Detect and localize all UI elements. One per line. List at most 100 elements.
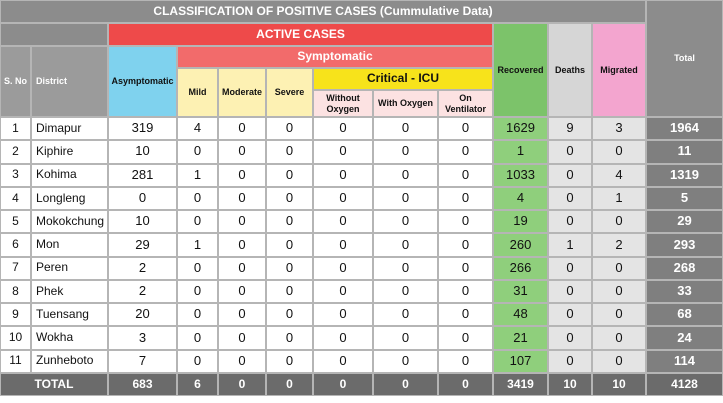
count: 0 [313,186,373,211]
count: 0 [548,303,592,327]
count: 31 [493,279,548,304]
count: 2 [108,279,177,304]
count: 1 [177,233,218,257]
count: 0 [373,163,438,187]
count: 1964 [646,117,723,141]
count: 0 [592,210,646,234]
district: Kohima [31,163,108,187]
count: 0 [313,256,373,280]
active-cases-header: ACTIVE CASES [108,23,493,46]
district: Dimapur [31,117,108,141]
count: 319 [108,117,177,141]
count: 114 [646,349,723,373]
count: 0 [313,210,373,234]
count: 10 [108,210,177,234]
count: 0 [313,233,373,257]
count: 1629 [493,117,548,141]
total-header: Total [646,0,723,117]
count: 0 [438,256,493,280]
count: 0 [313,303,373,327]
count: 1033 [493,163,548,187]
count: 0 [313,279,373,304]
count: 0 [373,349,438,373]
count: 48 [493,303,548,327]
count: 0 [438,233,493,257]
count: 0 [592,326,646,350]
count: 0 [177,349,218,373]
total-count: 4128 [646,373,723,396]
count: 0 [592,140,646,164]
count: 0 [438,303,493,327]
count: 68 [646,303,723,327]
count: 0 [592,303,646,327]
district: Kiphire [31,140,108,164]
district: Phek [31,279,108,304]
count: 0 [548,349,592,373]
s-no: 9 [0,303,31,327]
count: 0 [266,140,313,164]
s-no: 7 [0,256,31,280]
count: 4 [493,186,548,211]
count: 0 [218,210,266,234]
count: 293 [646,233,723,257]
moderate-header: Moderate [218,68,266,117]
count: 0 [373,326,438,350]
count: 0 [218,117,266,141]
total-count: 0 [373,373,438,396]
count: 0 [177,279,218,304]
count: 24 [646,326,723,350]
count: 33 [646,279,723,304]
symptomatic-header: Symptomatic [177,46,493,68]
total-count: 10 [548,373,592,396]
s-no: 8 [0,279,31,304]
count: 0 [438,326,493,350]
count: 266 [493,256,548,280]
count: 0 [548,256,592,280]
count: 1319 [646,163,723,187]
count: 0 [177,256,218,280]
count: 4 [592,163,646,187]
count: 3 [108,326,177,350]
count: 0 [266,210,313,234]
count: 0 [438,349,493,373]
count: 1 [177,163,218,187]
count: 0 [592,349,646,373]
total-count: 0 [266,373,313,396]
count: 3 [592,117,646,141]
s-no: 10 [0,326,31,350]
s-no: 11 [0,349,31,373]
count: 2 [108,256,177,280]
total-count: 0 [438,373,493,396]
count: 9 [548,117,592,141]
district: Tuensang [31,303,108,327]
count: 29 [108,233,177,257]
count: 0 [218,163,266,187]
count: 0 [177,326,218,350]
count: 0 [218,256,266,280]
count: 0 [592,279,646,304]
count: 0 [373,117,438,141]
s-no: 1 [0,117,31,141]
count: 7 [108,349,177,373]
count: 0 [373,279,438,304]
count: 5 [646,186,723,211]
count: 2 [592,233,646,257]
count: 0 [373,186,438,211]
count: 0 [177,186,218,211]
district: Longleng [31,186,108,211]
without-oxygen-header: Without Oxygen [313,90,373,117]
count: 281 [108,163,177,187]
count: 20 [108,303,177,327]
s-no: 3 [0,163,31,187]
severe-header: Severe [266,68,313,117]
total-count: 0 [313,373,373,396]
migrated-header: Migrated [592,23,646,117]
count: 0 [108,186,177,211]
count: 1 [592,186,646,211]
count: 0 [438,163,493,187]
asymptomatic-header: Asymptomatic [108,46,177,117]
count: 0 [218,279,266,304]
count: 0 [266,117,313,141]
count: 0 [548,279,592,304]
